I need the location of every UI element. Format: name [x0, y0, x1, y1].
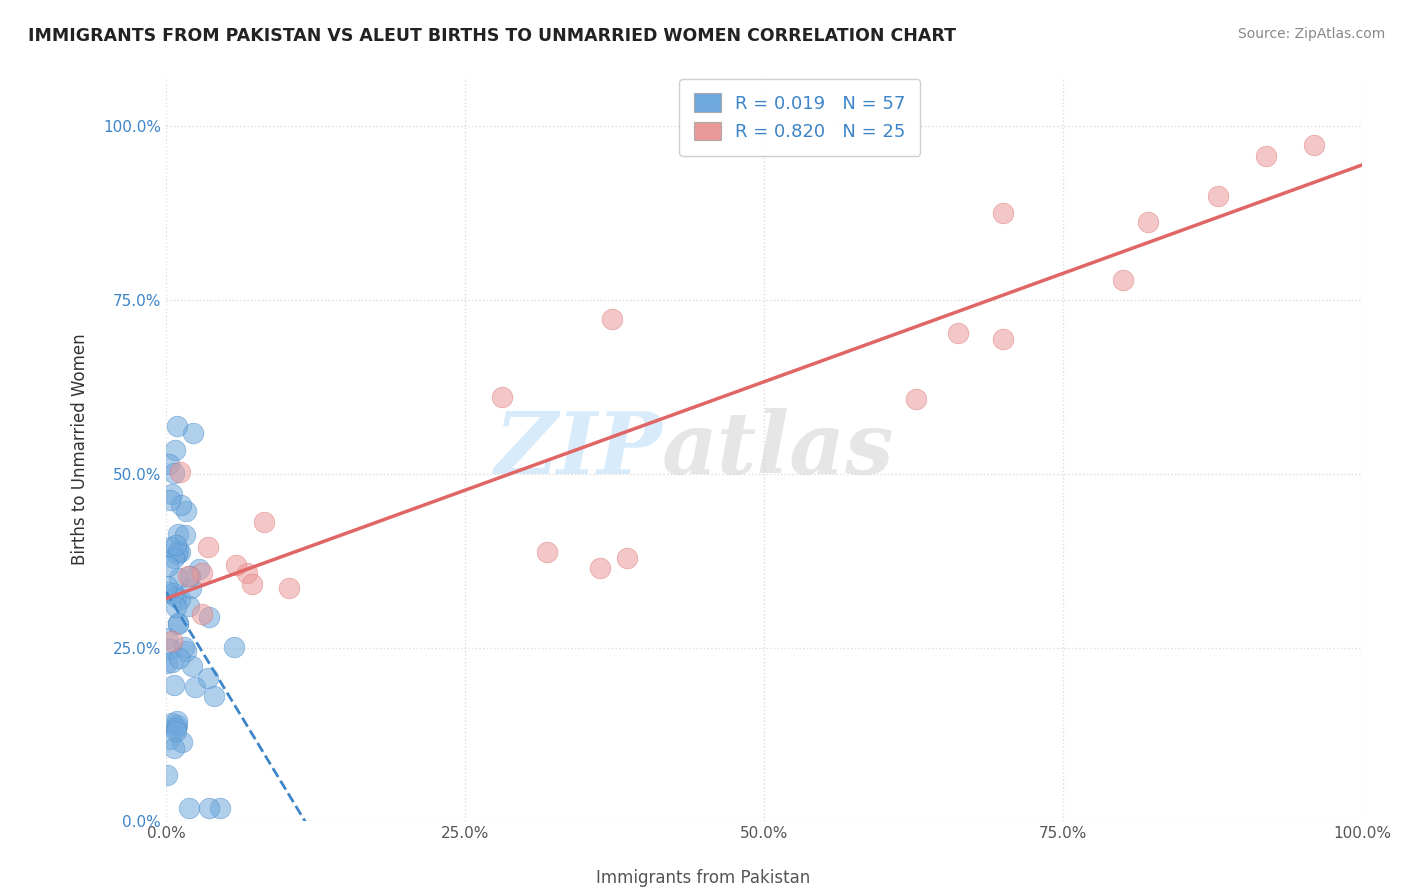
Point — [1303, 138, 1326, 153]
Point — [197, 671, 219, 685]
Point — [202, 690, 225, 704]
Point — [184, 680, 207, 694]
Point — [1112, 273, 1135, 287]
Point — [946, 326, 969, 340]
Text: ZIP: ZIP — [495, 408, 662, 491]
Point — [156, 585, 179, 599]
Text: Immigrants from Pakistan: Immigrants from Pakistan — [596, 869, 810, 887]
Point — [163, 466, 186, 480]
Point — [163, 741, 186, 756]
Point — [169, 651, 191, 665]
Point — [169, 571, 191, 585]
Point — [993, 332, 1015, 346]
Text: IMMIGRANTS FROM PAKISTAN VS ALEUT BIRTHS TO UNMARRIED WOMEN CORRELATION CHART: IMMIGRANTS FROM PAKISTAN VS ALEUT BIRTHS… — [28, 27, 956, 45]
Point — [181, 426, 204, 441]
Point — [187, 561, 209, 575]
Point — [991, 206, 1014, 220]
Point — [159, 642, 181, 657]
Point — [165, 538, 187, 552]
Point — [167, 615, 190, 630]
Point — [163, 678, 186, 692]
Point — [181, 659, 204, 673]
Point — [240, 577, 263, 591]
Point — [252, 515, 274, 529]
Point — [179, 569, 201, 583]
Text: Source: ZipAtlas.com: Source: ZipAtlas.com — [1237, 27, 1385, 41]
Point — [162, 634, 184, 648]
Point — [160, 656, 183, 670]
Point — [172, 734, 194, 748]
Legend: R = 0.019   N = 57, R = 0.820   N = 25: R = 0.019 N = 57, R = 0.820 N = 25 — [679, 79, 921, 155]
Point — [1137, 215, 1160, 229]
Point — [166, 714, 188, 728]
Text: atlas: atlas — [662, 408, 894, 491]
Point — [165, 724, 187, 739]
Point — [277, 582, 299, 596]
Point — [155, 579, 177, 593]
Point — [536, 545, 558, 559]
Point — [1256, 149, 1278, 163]
Point — [166, 718, 188, 732]
Point — [157, 457, 180, 471]
Point — [169, 592, 191, 607]
Point — [173, 640, 195, 654]
Point — [159, 732, 181, 747]
Point — [155, 656, 177, 670]
Point — [177, 568, 200, 582]
Point — [160, 486, 183, 500]
Point — [177, 599, 200, 613]
Point — [589, 560, 612, 574]
Point — [165, 599, 187, 614]
Point — [166, 617, 188, 632]
Point — [167, 544, 190, 558]
Point — [177, 800, 200, 814]
Point — [225, 558, 247, 572]
Point — [197, 540, 219, 554]
Point — [208, 800, 231, 814]
Point — [169, 545, 191, 559]
Point — [491, 390, 513, 404]
Point — [167, 527, 190, 541]
Point — [156, 768, 179, 782]
Point — [159, 540, 181, 554]
Point — [191, 566, 214, 581]
Point — [163, 550, 186, 565]
Point — [1208, 188, 1230, 202]
Point — [169, 465, 191, 479]
Point — [600, 312, 623, 326]
Point — [156, 631, 179, 645]
Point — [166, 419, 188, 434]
Point — [160, 715, 183, 730]
Point — [162, 586, 184, 600]
Point — [235, 566, 257, 580]
Point — [198, 610, 221, 624]
Point — [165, 721, 187, 735]
Point — [616, 551, 638, 566]
Point — [224, 640, 246, 654]
Point — [905, 392, 928, 406]
Y-axis label: Births to Unmarried Women: Births to Unmarried Women — [72, 334, 89, 566]
Point — [174, 528, 197, 542]
Point — [159, 493, 181, 508]
Point — [198, 800, 221, 814]
Point — [163, 443, 186, 458]
Point — [165, 590, 187, 604]
Point — [176, 644, 198, 658]
Point — [174, 504, 197, 518]
Point — [170, 498, 193, 512]
Point — [156, 559, 179, 574]
Point — [180, 581, 202, 595]
Point — [166, 547, 188, 561]
Point — [190, 607, 212, 622]
